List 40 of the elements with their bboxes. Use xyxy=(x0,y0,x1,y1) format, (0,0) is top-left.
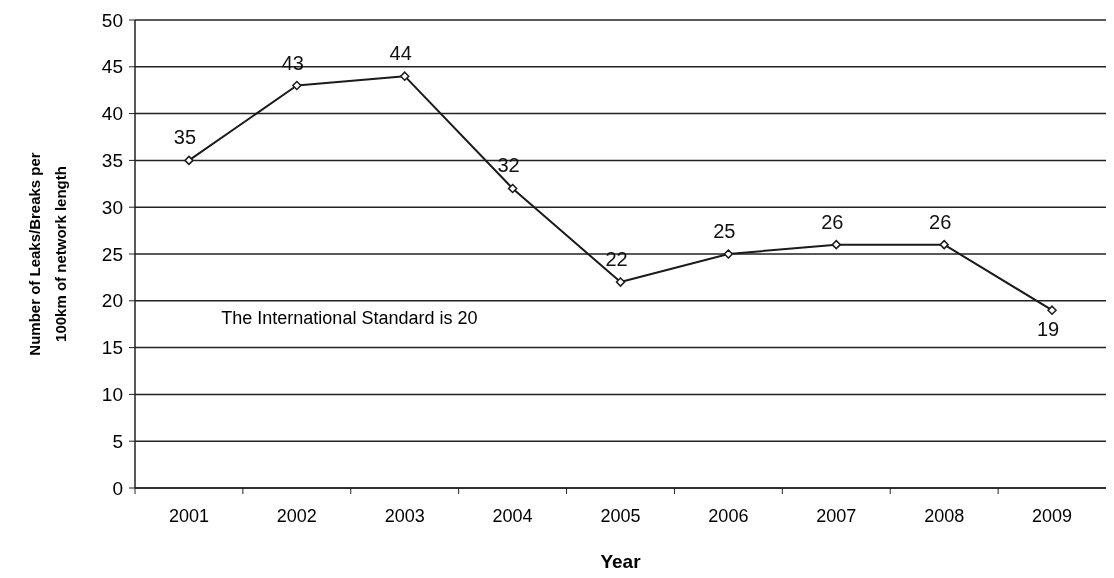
point xyxy=(1047,305,1057,315)
y-tick-label: 40 xyxy=(101,103,123,125)
point xyxy=(615,277,626,287)
y-tick-label: 30 xyxy=(101,196,123,218)
data-label: 26 xyxy=(821,210,844,233)
point xyxy=(184,155,194,166)
y-tick-label: 45 xyxy=(101,56,123,78)
x-tick-label: 2006 xyxy=(708,506,749,526)
x-tick-label: 2004 xyxy=(492,506,533,526)
point xyxy=(939,239,949,250)
y-axis-title: Number of Leaks/Breaks per 100km of network length xyxy=(26,152,69,356)
data-label: 22 xyxy=(605,248,628,271)
point xyxy=(507,183,518,194)
point xyxy=(292,80,302,91)
point xyxy=(399,71,410,81)
data-label: 19 xyxy=(1036,318,1060,341)
x-tick-label: 2003 xyxy=(384,506,425,526)
data-label: 35 xyxy=(173,126,197,149)
x-tick-label: 2002 xyxy=(276,506,317,526)
x-axis-title: Year xyxy=(600,551,642,572)
data-label: 32 xyxy=(497,154,520,177)
y-tick-label: 25 xyxy=(101,243,123,265)
y-tick-label: 0 xyxy=(112,477,123,499)
x-tick-label: 2007 xyxy=(816,506,857,526)
x-tick-label: 2005 xyxy=(600,506,641,526)
data-label: 25 xyxy=(713,220,736,242)
point xyxy=(723,249,734,259)
y-tick-label: 10 xyxy=(101,384,123,406)
y-tick-label: 5 xyxy=(112,430,123,452)
point xyxy=(831,239,842,250)
y-tick-label: 20 xyxy=(101,290,123,312)
y-tick-label: 35 xyxy=(101,150,123,172)
y-tick-label: 15 xyxy=(101,337,123,359)
data-label: 44 xyxy=(389,42,412,65)
annotation: The International Standard is 20 xyxy=(221,308,478,329)
x-tick-label: 2009 xyxy=(1032,506,1073,526)
x-tick-label: 2008 xyxy=(924,506,965,526)
x-tick-label: 2001 xyxy=(168,506,209,526)
data-label: 26 xyxy=(929,210,952,233)
y-tick-label: 50 xyxy=(101,9,123,31)
